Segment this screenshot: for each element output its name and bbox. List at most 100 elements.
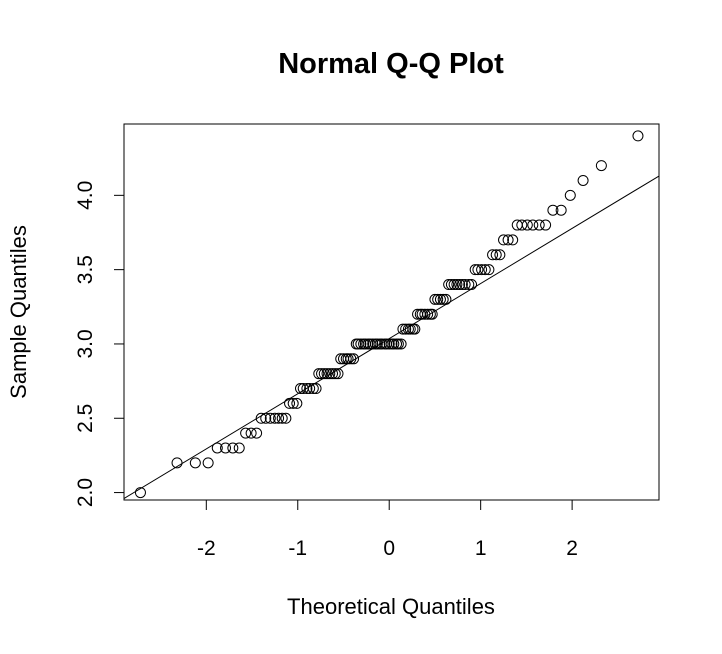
data-point: [304, 383, 316, 395]
y-axis: 2.0 2.5 3.0 3.5 4.0: [74, 181, 125, 507]
y-tick-label: 3.0: [74, 329, 97, 358]
data-point: [367, 338, 379, 350]
data-point: [479, 264, 491, 276]
data-point: [301, 383, 313, 395]
data-point: [211, 442, 223, 454]
data-point: [483, 264, 495, 276]
data-point: [422, 308, 434, 320]
data-point: [287, 397, 299, 409]
data-point: [332, 368, 344, 380]
x-tick-label: -1: [288, 537, 307, 560]
data-point: [400, 323, 412, 335]
data-point: [245, 427, 257, 439]
data-point: [487, 249, 499, 261]
chart-title: Normal Q-Q Plot: [278, 48, 504, 80]
data-point: [220, 442, 232, 454]
data-point: [329, 368, 341, 380]
data-point: [342, 353, 354, 365]
data-point: [564, 189, 576, 201]
data-point: [540, 219, 552, 231]
data-point: [202, 457, 214, 469]
y-tick-label: 4.0: [74, 181, 97, 210]
data-point: [419, 308, 431, 320]
data-point: [395, 338, 407, 350]
data-point: [595, 160, 607, 172]
y-tick-label: 3.5: [74, 255, 97, 284]
data-point: [432, 293, 444, 305]
data-point: [547, 204, 559, 216]
data-point: [313, 368, 325, 380]
points-layer: [134, 130, 644, 499]
data-point: [472, 264, 484, 276]
x-tick-label: 2: [566, 537, 578, 560]
y-tick-label: 2.0: [74, 478, 97, 507]
x-axis-label: Theoretical Quantiles: [287, 594, 495, 619]
data-point: [284, 397, 296, 409]
data-point: [502, 234, 514, 246]
reference-line-layer: [123, 175, 660, 499]
data-point: [327, 368, 339, 380]
y-axis-label: Sample Quantiles: [6, 225, 31, 399]
data-point: [371, 338, 383, 350]
data-point: [171, 457, 183, 469]
data-point: [463, 279, 475, 291]
data-point: [555, 204, 567, 216]
data-point: [273, 412, 285, 424]
data-point: [426, 308, 438, 320]
data-point: [383, 338, 395, 350]
data-point: [445, 279, 457, 291]
data-point: [280, 412, 292, 424]
data-point: [276, 412, 288, 424]
x-tick-label: -2: [197, 537, 216, 560]
data-point: [388, 338, 400, 350]
plot-frame: [123, 123, 660, 501]
data-point: [448, 279, 460, 291]
data-point: [307, 383, 319, 395]
data-point: [456, 279, 468, 291]
data-point: [494, 249, 506, 261]
data-point: [255, 412, 267, 424]
data-point: [269, 412, 281, 424]
data-point: [437, 293, 449, 305]
data-point: [355, 338, 367, 350]
data-point: [409, 323, 421, 335]
data-point: [233, 442, 245, 454]
data-point: [227, 442, 239, 454]
x-axis: -2 -1 0 1 2: [197, 499, 578, 560]
data-point: [577, 174, 589, 186]
data-point: [404, 323, 416, 335]
data-point: [310, 383, 322, 395]
data-point: [527, 219, 539, 231]
data-point: [429, 293, 441, 305]
data-point: [264, 412, 276, 424]
data-point: [521, 219, 533, 231]
data-point: [295, 383, 306, 395]
data-point: [134, 487, 146, 499]
data-point: [498, 234, 510, 246]
data-point: [440, 293, 452, 305]
data-point: [490, 249, 502, 261]
data-point: [240, 427, 252, 439]
data-point: [476, 264, 488, 276]
data-point: [291, 397, 303, 409]
data-point: [466, 279, 478, 291]
data-point: [189, 457, 201, 469]
data-point: [251, 427, 263, 439]
data-point: [392, 338, 404, 350]
data-point: [260, 412, 272, 424]
data-point: [451, 279, 463, 291]
qq-reference-line: [123, 175, 660, 499]
data-point: [443, 279, 455, 291]
data-point: [316, 368, 328, 380]
x-tick-label: 1: [475, 537, 487, 560]
data-point: [321, 368, 333, 380]
data-point: [454, 279, 466, 291]
data-point: [345, 353, 357, 365]
y-tick-label: 2.5: [74, 404, 97, 433]
data-point: [533, 219, 545, 231]
data-point: [318, 368, 330, 380]
data-point: [632, 130, 644, 142]
data-point: [516, 219, 528, 231]
data-point: [459, 279, 471, 291]
